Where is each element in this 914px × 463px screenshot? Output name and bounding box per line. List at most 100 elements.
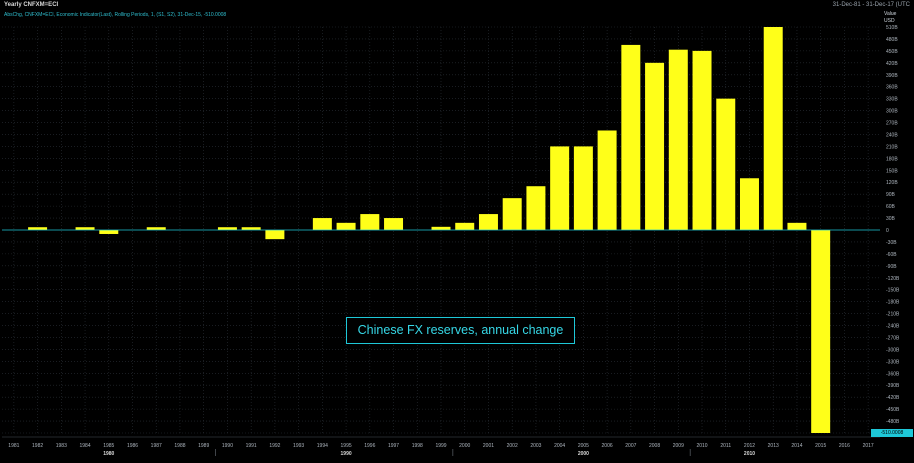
bar bbox=[99, 230, 119, 234]
x-tick-label: 2016 bbox=[839, 443, 850, 449]
x-tick-label: 2011 bbox=[720, 443, 731, 449]
bar bbox=[763, 27, 783, 230]
bar bbox=[336, 222, 356, 230]
bar bbox=[550, 146, 570, 230]
y-tick-label: 330B bbox=[886, 97, 898, 103]
y-tick-label: -150B bbox=[886, 288, 900, 294]
bar bbox=[526, 186, 546, 230]
x-tick-label: 1989 bbox=[198, 443, 209, 449]
decade-label: 1990 bbox=[341, 451, 352, 457]
y-tick-label: -210B bbox=[886, 312, 900, 318]
y-tick-label: -480B bbox=[886, 419, 900, 425]
y-tick-label: 180B bbox=[886, 156, 898, 162]
y-tick-label: 90B bbox=[886, 192, 896, 198]
y-tick-label: 150B bbox=[886, 168, 898, 174]
y-tick-label: 210B bbox=[886, 144, 898, 150]
x-tick-label: 2004 bbox=[554, 443, 565, 449]
x-tick-label: 1983 bbox=[56, 443, 67, 449]
x-tick-label: 1992 bbox=[269, 443, 280, 449]
y-axis-title-unit: USD bbox=[884, 18, 895, 24]
date-range: 31-Dec-81 - 31-Dec-17 (UTC bbox=[832, 2, 910, 8]
y-tick-label: 450B bbox=[886, 49, 898, 55]
bar bbox=[312, 218, 332, 230]
y-tick-label: -450B bbox=[886, 407, 900, 413]
chart-subtitle: AbsChg, CNFXM=ECI, Economic Indicator(La… bbox=[4, 12, 227, 18]
bar bbox=[478, 214, 498, 230]
y-tick-label: 120B bbox=[886, 180, 898, 186]
y-axis-title-value: Value bbox=[884, 11, 897, 17]
x-tick-label: 2015 bbox=[815, 443, 826, 449]
chart-annotation: Chinese FX reserves, annual change bbox=[346, 317, 575, 344]
x-tick-label: 2012 bbox=[744, 443, 755, 449]
y-tick-label: -360B bbox=[886, 371, 900, 377]
x-tick-label: 1998 bbox=[412, 443, 423, 449]
x-tick-label: 2008 bbox=[649, 443, 660, 449]
y-tick-label: 420B bbox=[886, 61, 898, 67]
x-tick-label: 2013 bbox=[768, 443, 779, 449]
x-tick-label: 1999 bbox=[435, 443, 446, 449]
x-tick-label: 2002 bbox=[507, 443, 518, 449]
bar bbox=[692, 50, 712, 230]
bar bbox=[431, 226, 451, 230]
x-tick-label: 1995 bbox=[341, 443, 352, 449]
y-tick-label: 390B bbox=[886, 73, 898, 79]
bar bbox=[502, 198, 522, 230]
bar bbox=[217, 227, 237, 230]
bar bbox=[739, 178, 759, 230]
y-tick-label: -120B bbox=[886, 276, 900, 282]
x-tick-label: 1991 bbox=[246, 443, 257, 449]
bar bbox=[384, 218, 404, 230]
y-tick-label: -180B bbox=[886, 300, 900, 306]
x-tick-label: 1982 bbox=[32, 443, 43, 449]
bar bbox=[75, 227, 95, 230]
y-tick-label: 0 bbox=[886, 228, 889, 234]
x-tick-label: 1993 bbox=[293, 443, 304, 449]
x-tick-label: 2001 bbox=[483, 443, 494, 449]
last-value-badge: -510.0008 bbox=[871, 429, 913, 437]
x-tick-label: 2010 bbox=[696, 443, 707, 449]
y-tick-label: -270B bbox=[886, 335, 900, 341]
x-tick-label: 1997 bbox=[388, 443, 399, 449]
y-tick-label: 240B bbox=[886, 132, 898, 138]
bar bbox=[716, 98, 736, 230]
y-tick-label: 60B bbox=[886, 204, 896, 210]
x-tick-label: 2007 bbox=[625, 443, 636, 449]
y-tick-label: -30B bbox=[886, 240, 897, 246]
x-tick-label: 2009 bbox=[673, 443, 684, 449]
bar bbox=[811, 230, 831, 433]
x-tick-label: 1990 bbox=[222, 443, 233, 449]
bar bbox=[265, 230, 285, 240]
y-tick-label: -420B bbox=[886, 395, 900, 401]
x-tick-label: 1986 bbox=[127, 443, 138, 449]
x-tick-label: 2014 bbox=[791, 443, 802, 449]
y-tick-label: 510B bbox=[886, 25, 898, 31]
x-tick-label: 1984 bbox=[79, 443, 90, 449]
decade-label: 2010 bbox=[744, 451, 755, 457]
y-tick-label: -300B bbox=[886, 347, 900, 353]
bar bbox=[787, 222, 807, 230]
y-tick-label: 360B bbox=[886, 85, 898, 91]
bar bbox=[573, 146, 593, 230]
chart-title: Yearly CNFXM=ECI bbox=[4, 2, 59, 8]
bar bbox=[597, 130, 617, 230]
y-tick-label: -60B bbox=[886, 252, 897, 258]
y-tick-label: -390B bbox=[886, 383, 900, 389]
y-tick-label: 30B bbox=[886, 216, 896, 222]
x-tick-label: 2005 bbox=[578, 443, 589, 449]
x-tick-label: 2003 bbox=[530, 443, 541, 449]
x-tick-label: 2017 bbox=[863, 443, 874, 449]
bar bbox=[455, 222, 475, 230]
y-tick-label: 480B bbox=[886, 37, 898, 43]
x-tick-label: 1988 bbox=[174, 443, 185, 449]
x-tick-label: 1994 bbox=[317, 443, 328, 449]
decade-label: 1980 bbox=[103, 451, 114, 457]
bar bbox=[360, 214, 380, 230]
y-axis-title: Value USD bbox=[884, 11, 896, 25]
bar bbox=[645, 62, 665, 230]
x-tick-label: 1996 bbox=[364, 443, 375, 449]
y-tick-label: -330B bbox=[886, 359, 900, 365]
bar bbox=[668, 49, 688, 231]
x-tick-label: 1985 bbox=[103, 443, 114, 449]
y-tick-label: 300B bbox=[886, 109, 898, 115]
